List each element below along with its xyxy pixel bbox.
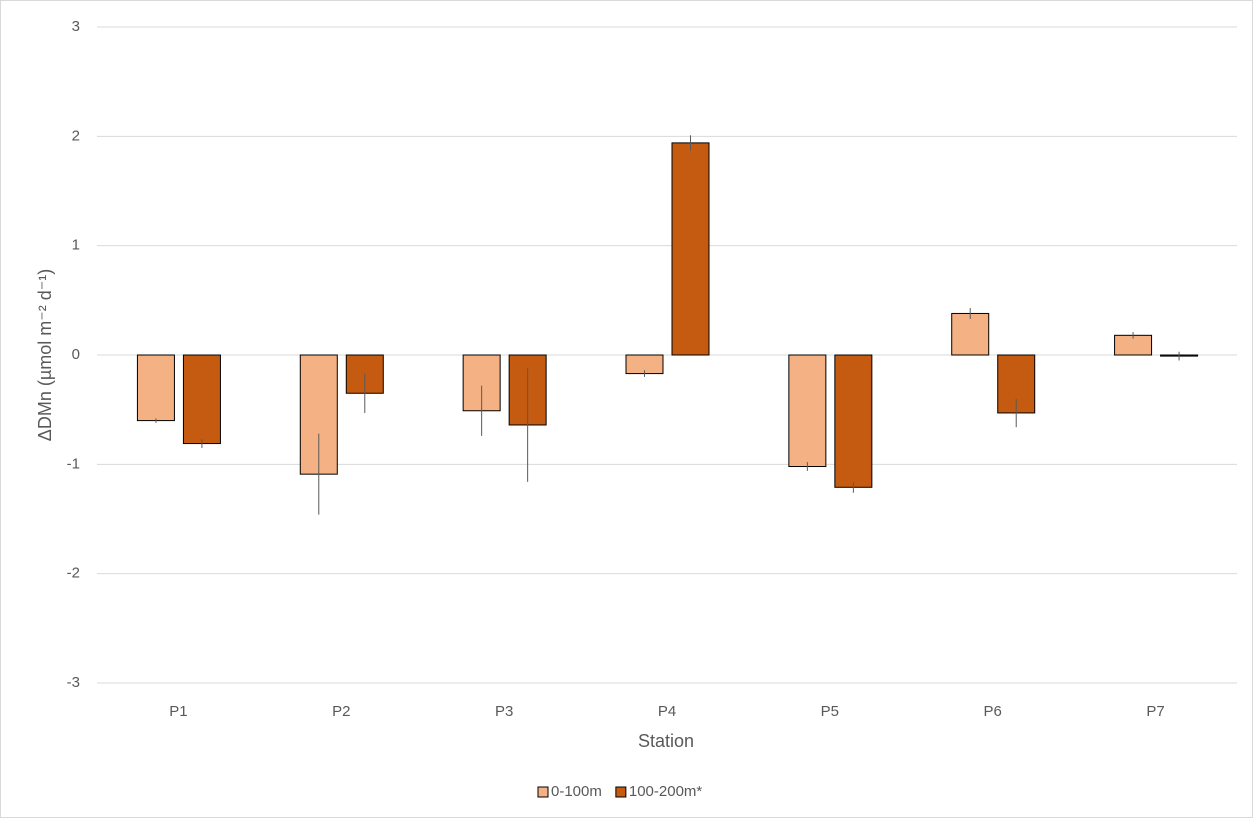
y-tick-label: -2 bbox=[67, 565, 80, 582]
x-tick-label: P7 bbox=[1146, 703, 1164, 720]
y-tick-label: 3 bbox=[72, 18, 80, 35]
x-tick-label: P5 bbox=[821, 703, 839, 720]
y-axis-label: ΔDMn (µmol m⁻² d⁻¹) bbox=[35, 269, 55, 441]
bar bbox=[136, 354, 175, 422]
y-tick-label: -3 bbox=[67, 674, 80, 691]
y-tick-label: 2 bbox=[72, 127, 80, 144]
legend-label: 0-100m bbox=[551, 783, 602, 800]
x-tick-label: P1 bbox=[169, 703, 187, 720]
y-tick-label: 1 bbox=[72, 237, 80, 254]
x-tick-label: P4 bbox=[658, 703, 676, 720]
legend-swatch bbox=[537, 786, 549, 798]
y-tick-label: -1 bbox=[67, 455, 80, 472]
bar bbox=[182, 354, 221, 445]
bar bbox=[834, 354, 873, 488]
y-tick-label: 0 bbox=[72, 346, 80, 363]
x-tick-label: P3 bbox=[495, 703, 513, 720]
x-axis-label: Station bbox=[638, 731, 694, 751]
bar bbox=[788, 354, 827, 468]
x-tick-label: P6 bbox=[984, 703, 1002, 720]
legend-label: 100-200m* bbox=[629, 783, 703, 800]
bar bbox=[951, 312, 990, 356]
legend-swatch bbox=[615, 786, 627, 798]
bar bbox=[671, 142, 710, 356]
x-tick-label: P2 bbox=[332, 703, 350, 720]
